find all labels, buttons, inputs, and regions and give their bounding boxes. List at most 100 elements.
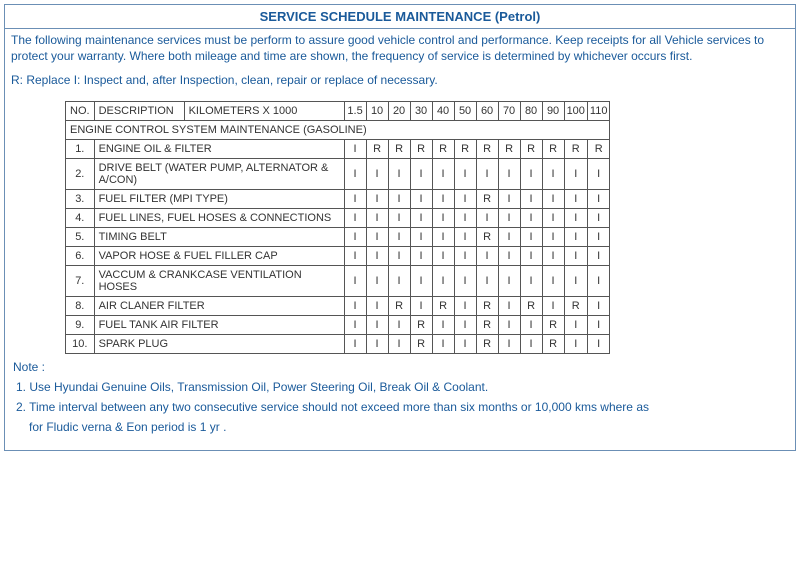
cell-value: I	[410, 158, 432, 189]
cell-value: I	[587, 334, 610, 353]
cell-value: R	[454, 139, 476, 158]
table-header-row: NO. DESCRIPTION KILOMETERS X 1000 1.5 10…	[66, 101, 610, 120]
cell-value: I	[476, 265, 498, 296]
table-row: 1.ENGINE OIL & FILTERIRRRRRRRRRRR	[66, 139, 610, 158]
cell-value: I	[564, 246, 587, 265]
cell-value: R	[476, 315, 498, 334]
cell-value: I	[520, 315, 542, 334]
header-k10: 100	[564, 101, 587, 120]
table-container: NO. DESCRIPTION KILOMETERS X 1000 1.5 10…	[5, 97, 795, 354]
cell-value: I	[454, 189, 476, 208]
section-row: ENGINE CONTROL SYSTEM MAINTENANCE (GASOL…	[66, 120, 610, 139]
cell-value: I	[410, 227, 432, 246]
cell-description: ENGINE OIL & FILTER	[94, 139, 344, 158]
cell-value: I	[366, 158, 388, 189]
header-k7: 70	[498, 101, 520, 120]
cell-description: SPARK PLUG	[94, 334, 344, 353]
intro-paragraph-2: R: Replace I: Inspect and, after Inspect…	[11, 72, 789, 88]
cell-no: 2.	[66, 158, 95, 189]
cell-value: R	[432, 296, 454, 315]
cell-value: I	[542, 265, 564, 296]
intro-text: The following maintenance services must …	[5, 29, 795, 89]
cell-value: I	[366, 265, 388, 296]
cell-value: I	[454, 208, 476, 227]
cell-value: R	[388, 296, 410, 315]
header-k5: 50	[454, 101, 476, 120]
cell-value: I	[432, 189, 454, 208]
cell-value: I	[344, 208, 366, 227]
cell-value: R	[410, 315, 432, 334]
cell-value: I	[498, 296, 520, 315]
cell-value: I	[476, 208, 498, 227]
cell-value: I	[498, 208, 520, 227]
cell-value: R	[476, 189, 498, 208]
cell-value: I	[587, 189, 610, 208]
cell-value: R	[388, 139, 410, 158]
table-row: 7.VACCUM & CRANKCASE VENTILATION HOSESII…	[66, 265, 610, 296]
intro-paragraph-1: The following maintenance services must …	[11, 32, 789, 64]
cell-value: I	[587, 158, 610, 189]
cell-value: R	[542, 315, 564, 334]
cell-value: I	[564, 208, 587, 227]
cell-value: I	[344, 265, 366, 296]
cell-no: 6.	[66, 246, 95, 265]
cell-value: R	[542, 139, 564, 158]
cell-value: I	[564, 189, 587, 208]
cell-description: FUEL LINES, FUEL HOSES & CONNECTIONS	[94, 208, 344, 227]
cell-value: I	[587, 208, 610, 227]
cell-value: R	[432, 139, 454, 158]
cell-value: I	[366, 208, 388, 227]
cell-no: 8.	[66, 296, 95, 315]
cell-value: I	[432, 246, 454, 265]
header-k1: 10	[366, 101, 388, 120]
cell-value: I	[388, 208, 410, 227]
table-row: 5.TIMING BELTIIIIIIRIIIII	[66, 227, 610, 246]
cell-value: I	[587, 227, 610, 246]
cell-value: R	[410, 334, 432, 353]
cell-description: FUEL TANK AIR FILTER	[94, 315, 344, 334]
table-row: 2.DRIVE BELT (WATER PUMP, ALTERNATOR & A…	[66, 158, 610, 189]
cell-value: I	[410, 265, 432, 296]
header-k3: 30	[410, 101, 432, 120]
cell-value: R	[520, 139, 542, 158]
table-row: 4.FUEL LINES, FUEL HOSES & CONNECTIONSII…	[66, 208, 610, 227]
cell-value: I	[454, 296, 476, 315]
table-row: 3.FUEL FILTER (MPI TYPE)IIIIIIRIIIII	[66, 189, 610, 208]
header-k9: 90	[542, 101, 564, 120]
cell-value: R	[476, 227, 498, 246]
table-row: 8.AIR CLANER FILTERIIRIRIRIRIRI	[66, 296, 610, 315]
cell-value: I	[410, 189, 432, 208]
cell-value: R	[476, 296, 498, 315]
header-k8: 80	[520, 101, 542, 120]
cell-value: I	[344, 246, 366, 265]
cell-value: I	[587, 296, 610, 315]
cell-value: I	[498, 265, 520, 296]
cell-value: R	[520, 296, 542, 315]
cell-value: I	[344, 189, 366, 208]
cell-description: VAPOR HOSE & FUEL FILLER CAP	[94, 246, 344, 265]
cell-value: R	[366, 139, 388, 158]
cell-value: I	[410, 296, 432, 315]
cell-value: I	[587, 246, 610, 265]
cell-value: I	[344, 158, 366, 189]
note-1: 1. Use Hyundai Genuine Oils, Transmissio…	[13, 378, 787, 396]
cell-value: I	[388, 227, 410, 246]
cell-value: I	[432, 334, 454, 353]
cell-no: 1.	[66, 139, 95, 158]
note-2: 2. Time interval between any two consecu…	[13, 398, 787, 416]
cell-description: AIR CLANER FILTER	[94, 296, 344, 315]
cell-value: R	[564, 139, 587, 158]
cell-value: I	[454, 227, 476, 246]
header-description: DESCRIPTION	[94, 101, 184, 120]
cell-value: I	[432, 158, 454, 189]
cell-value: I	[520, 208, 542, 227]
cell-value: R	[498, 139, 520, 158]
cell-value: I	[454, 246, 476, 265]
cell-no: 5.	[66, 227, 95, 246]
cell-value: I	[520, 334, 542, 353]
cell-no: 9.	[66, 315, 95, 334]
cell-value: R	[476, 139, 498, 158]
cell-value: I	[564, 158, 587, 189]
cell-value: I	[454, 334, 476, 353]
cell-value: I	[432, 315, 454, 334]
